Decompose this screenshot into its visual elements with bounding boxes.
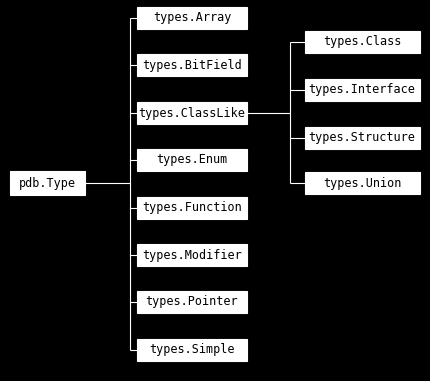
FancyBboxPatch shape [137,197,246,219]
FancyBboxPatch shape [304,172,418,194]
FancyBboxPatch shape [137,7,246,29]
Text: types.Interface: types.Interface [308,83,415,96]
Text: types.ClassLike: types.ClassLike [138,107,245,120]
Text: types.Pointer: types.Pointer [145,296,238,309]
FancyBboxPatch shape [137,291,246,313]
FancyBboxPatch shape [137,102,246,124]
FancyBboxPatch shape [137,244,246,266]
FancyBboxPatch shape [304,79,418,101]
Text: types.Simple: types.Simple [149,344,234,357]
FancyBboxPatch shape [137,149,246,171]
Text: types.Array: types.Array [153,11,230,24]
Text: types.Union: types.Union [322,176,400,189]
FancyBboxPatch shape [137,339,246,361]
Text: types.Structure: types.Structure [308,131,415,144]
Text: pdb.Type: pdb.Type [18,176,75,189]
Text: types.BitField: types.BitField [142,59,241,72]
FancyBboxPatch shape [9,171,84,195]
FancyBboxPatch shape [304,127,418,149]
FancyBboxPatch shape [304,31,418,53]
FancyBboxPatch shape [137,54,246,76]
Text: types.Modifier: types.Modifier [142,248,241,261]
Text: types.Class: types.Class [322,35,400,48]
Text: types.Enum: types.Enum [156,154,227,166]
Text: types.Function: types.Function [142,202,241,215]
